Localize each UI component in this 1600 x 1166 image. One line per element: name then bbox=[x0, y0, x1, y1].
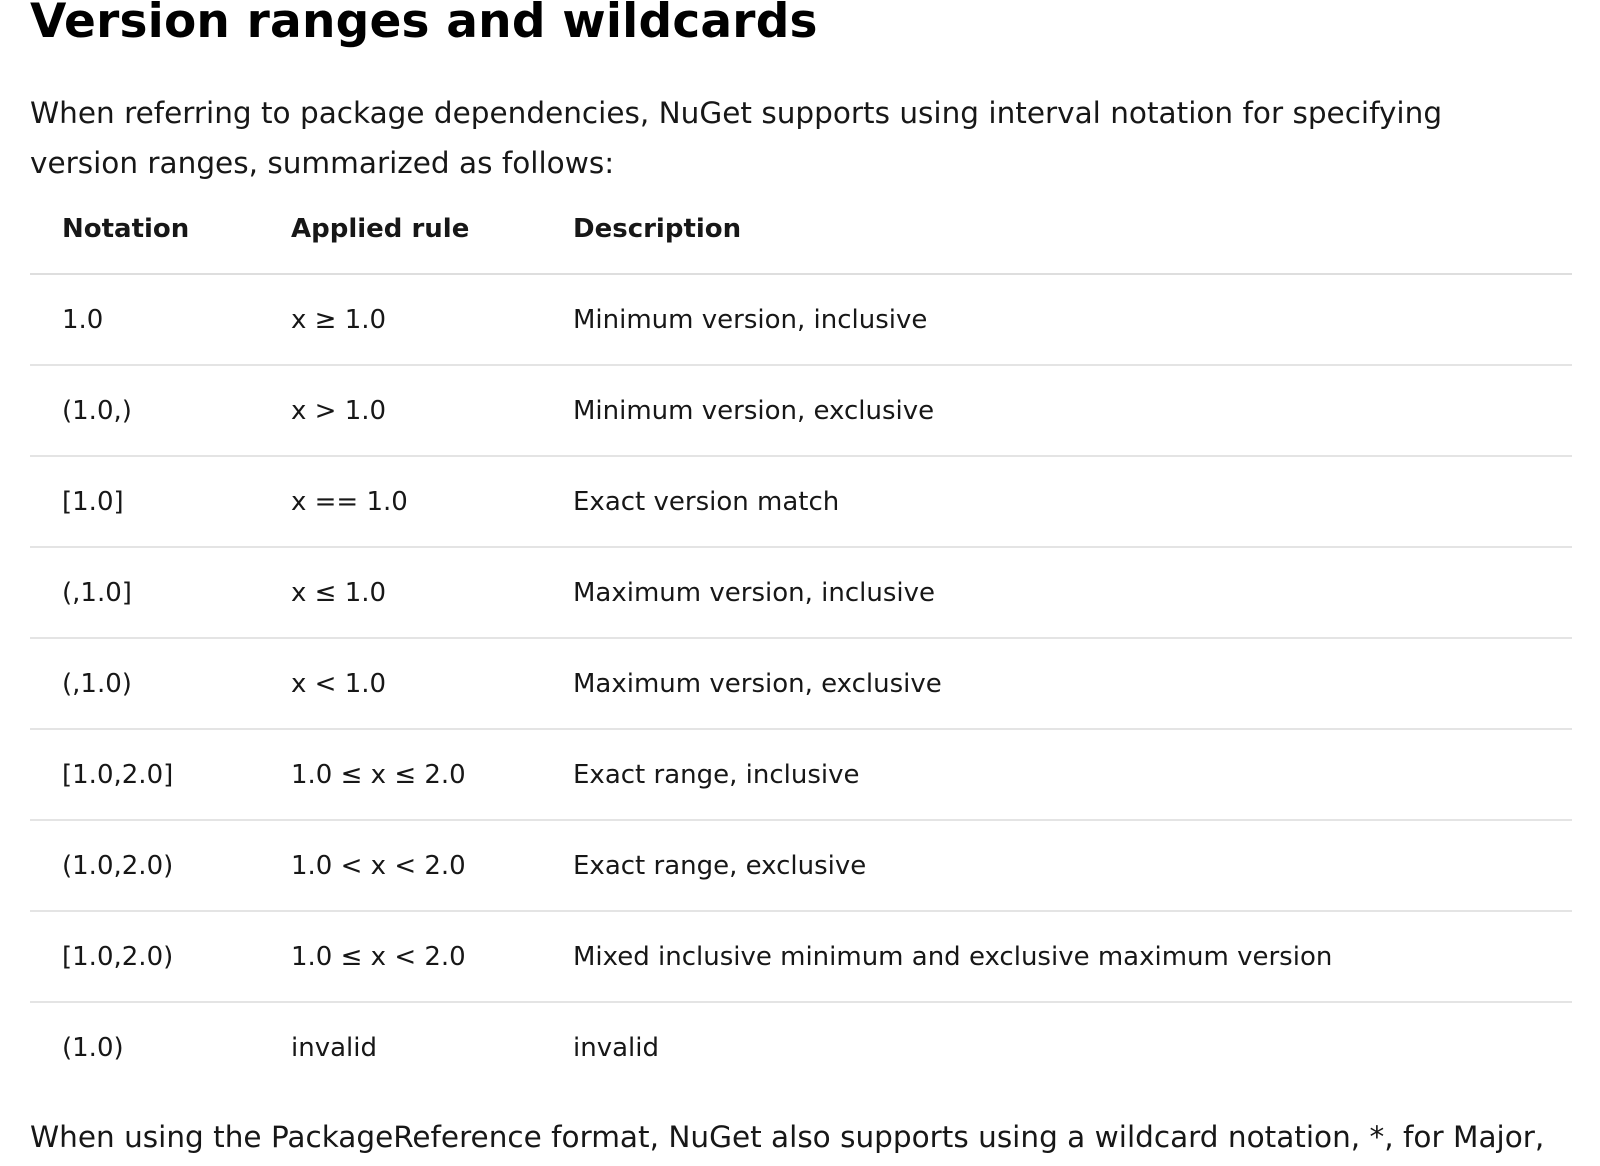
description-cell: Exact range, inclusive bbox=[573, 729, 1572, 821]
column-header-notation: Notation bbox=[30, 184, 291, 275]
table-header-row: Notation Applied rule Description bbox=[30, 184, 1572, 275]
notation-cell: 1.0 bbox=[30, 274, 291, 366]
notation-cell: (1.0) bbox=[62, 1032, 124, 1063]
applied-rule-cell: x < 1.0 bbox=[291, 638, 573, 730]
description-cell: Maximum version, exclusive bbox=[573, 638, 1572, 730]
notation-cell: (,1.0] bbox=[30, 547, 291, 639]
applied-rule-cell: x ≤ 1.0 bbox=[291, 547, 573, 639]
notation-cell: [1.0,2.0] bbox=[30, 729, 291, 821]
notation-cell: (1.0,2.0) bbox=[30, 820, 291, 912]
applied-rule-cell: 1.0 ≤ x ≤ 2.0 bbox=[291, 729, 573, 821]
applied-rule-cell: invalid bbox=[291, 1032, 377, 1063]
applied-rule-cell: x ≥ 1.0 bbox=[291, 274, 573, 366]
column-header-description: Description bbox=[573, 184, 1572, 275]
table-row: (1.0) invalid invalid bbox=[30, 1002, 1572, 1092]
applied-rule-cell: 1.0 < x < 2.0 bbox=[291, 820, 573, 912]
description-cell: Minimum version, exclusive bbox=[573, 365, 1572, 457]
table-row: [1.0,2.0) 1.0 ≤ x < 2.0 Mixed inclusive … bbox=[30, 911, 1572, 1003]
description-cell: invalid bbox=[573, 1032, 659, 1063]
table-row: (1.0,) x > 1.0 Minimum version, exclusiv… bbox=[30, 365, 1572, 457]
table-row: (,1.0) x < 1.0 Maximum version, exclusiv… bbox=[30, 638, 1572, 730]
section-heading: Version ranges and wildcards bbox=[30, 0, 818, 49]
description-cell: Exact range, exclusive bbox=[573, 820, 1572, 912]
notation-cell: (1.0,) bbox=[30, 365, 291, 457]
intro-paragraph: When referring to package dependencies, … bbox=[30, 96, 1443, 180]
table-row: [1.0] x == 1.0 Exact version match bbox=[30, 456, 1572, 548]
table-row: (,1.0] x ≤ 1.0 Maximum version, inclusiv… bbox=[30, 547, 1572, 639]
notation-cell: [1.0] bbox=[30, 456, 291, 548]
description-cell: Maximum version, inclusive bbox=[573, 547, 1572, 639]
version-ranges-table: Notation Applied rule Description 1.0 x … bbox=[30, 184, 1572, 1092]
description-cell: Minimum version, inclusive bbox=[573, 274, 1572, 366]
table-row: [1.0,2.0] 1.0 ≤ x ≤ 2.0 Exact range, inc… bbox=[30, 729, 1572, 821]
applied-rule-cell: 1.0 ≤ x < 2.0 bbox=[291, 911, 573, 1003]
table-row: 1.0 x ≥ 1.0 Minimum version, inclusive bbox=[30, 274, 1572, 366]
column-header-applied-rule: Applied rule bbox=[291, 184, 573, 275]
description-cell: Mixed inclusive minimum and exclusive ma… bbox=[573, 911, 1572, 1003]
notation-cell: (,1.0) bbox=[30, 638, 291, 730]
description-cell: Exact version match bbox=[573, 456, 1572, 548]
notation-cell: [1.0,2.0) bbox=[30, 911, 291, 1003]
applied-rule-cell: x == 1.0 bbox=[291, 456, 573, 548]
table-row: (1.0,2.0) 1.0 < x < 2.0 Exact range, exc… bbox=[30, 820, 1572, 912]
applied-rule-cell: x > 1.0 bbox=[291, 365, 573, 457]
outro-paragraph: When using the PackageReference format, … bbox=[30, 1120, 1545, 1154]
